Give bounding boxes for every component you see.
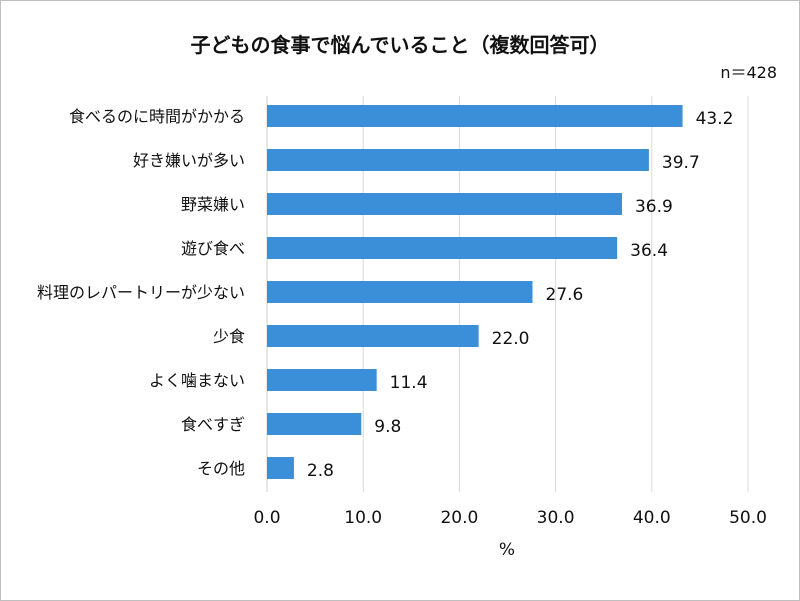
chart-title: 子どもの食事で悩んでいること（複数回答可） bbox=[191, 33, 610, 57]
x-tick-label: 50.0 bbox=[729, 508, 767, 528]
x-tick-label: 20.0 bbox=[440, 508, 478, 528]
value-label: 36.4 bbox=[630, 241, 668, 261]
value-label: 9.8 bbox=[374, 417, 401, 437]
value-label: 11.4 bbox=[390, 373, 428, 393]
bar bbox=[267, 193, 622, 215]
value-label: 27.6 bbox=[546, 285, 584, 305]
sample-size-note: n＝428 bbox=[720, 63, 777, 82]
x-tick-label: 40.0 bbox=[633, 508, 671, 528]
bar bbox=[267, 369, 377, 391]
category-label: 好き嫌いが多い bbox=[133, 151, 245, 170]
bar bbox=[267, 149, 649, 171]
bar bbox=[267, 237, 618, 259]
bar bbox=[267, 325, 479, 347]
value-label: 39.7 bbox=[662, 153, 700, 173]
bar bbox=[267, 413, 362, 435]
x-tick-label: 0.0 bbox=[253, 508, 280, 528]
category-label: 野菜嫌い bbox=[181, 195, 245, 214]
value-label: 22.0 bbox=[492, 329, 530, 349]
bar-series bbox=[267, 105, 683, 479]
value-label: 2.8 bbox=[307, 461, 334, 481]
category-label: 遊び食べ bbox=[181, 239, 245, 258]
category-label: 料理のレパートリーが少ない bbox=[37, 283, 245, 302]
category-label: よく噛まない bbox=[149, 371, 245, 390]
x-tick-label: 30.0 bbox=[537, 508, 575, 528]
category-label: その他 bbox=[197, 459, 245, 478]
value-label: 36.9 bbox=[635, 197, 673, 217]
x-tick-labels: 0.0 10.0 20.0 30.0 40.0 50.0 bbox=[253, 508, 766, 528]
value-labels: 43.2 39.7 36.9 36.4 27.6 22.0 11.4 9.8 2.8 bbox=[307, 109, 734, 481]
x-axis-title: % bbox=[499, 540, 515, 560]
category-label: 少食 bbox=[213, 327, 245, 346]
bar bbox=[267, 281, 533, 303]
bar bbox=[267, 457, 294, 479]
category-label: 食べすぎ bbox=[181, 415, 245, 434]
value-label: 43.2 bbox=[696, 109, 734, 129]
category-labels: 食べるのに時間がかかる好き嫌いが多い野菜嫌い遊び食べ料理のレパートリーが少ない少… bbox=[37, 107, 245, 478]
x-tick-label: 10.0 bbox=[344, 508, 382, 528]
bar bbox=[267, 105, 683, 127]
category-label: 食べるのに時間がかかる bbox=[69, 107, 245, 126]
